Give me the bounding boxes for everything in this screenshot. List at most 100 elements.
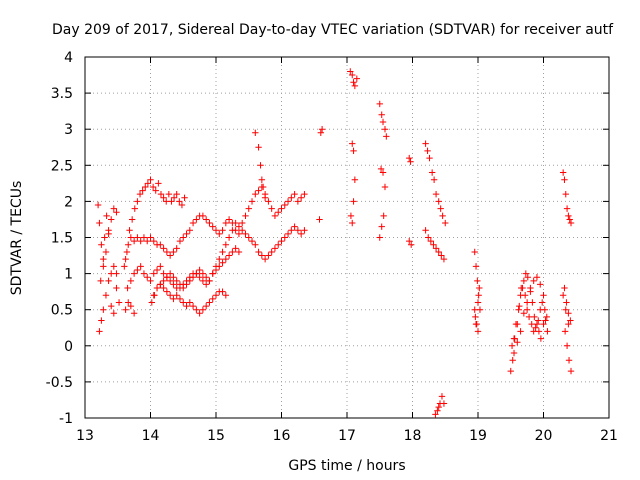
data-point xyxy=(563,299,570,306)
data-point xyxy=(196,274,203,281)
data-point xyxy=(160,277,167,285)
data-point xyxy=(202,216,210,223)
data-point xyxy=(216,255,223,263)
data-point xyxy=(134,198,141,205)
data-point xyxy=(98,241,105,248)
data-point xyxy=(516,302,523,310)
data-point xyxy=(350,198,357,205)
y-tick-label: 3 xyxy=(64,122,73,138)
data-point xyxy=(130,270,138,277)
data-point xyxy=(245,205,252,212)
data-point xyxy=(472,263,480,270)
data-point xyxy=(255,248,262,256)
y-axis-label: SDTVAR / TECUs xyxy=(9,181,25,296)
data-point xyxy=(239,227,246,234)
data-point xyxy=(127,277,135,285)
data-point xyxy=(212,227,220,234)
data-point xyxy=(147,234,154,241)
data-point xyxy=(439,212,446,220)
data-point xyxy=(566,216,573,223)
data-point xyxy=(252,241,259,248)
data-point xyxy=(170,194,178,201)
data-point xyxy=(136,190,144,198)
data-point xyxy=(170,248,177,256)
data-point xyxy=(219,227,226,234)
data-point xyxy=(163,274,171,281)
data-point xyxy=(113,270,120,277)
data-point xyxy=(209,223,216,230)
data-point xyxy=(102,248,110,256)
x-tick-label: 14 xyxy=(142,428,160,444)
data-point xyxy=(265,198,272,205)
data-point xyxy=(96,328,103,335)
data-point xyxy=(108,302,115,310)
data-point xyxy=(294,227,302,234)
data-point xyxy=(565,320,572,328)
data-point xyxy=(268,248,275,256)
data-point xyxy=(180,234,187,241)
data-point xyxy=(281,234,288,241)
data-point xyxy=(206,299,213,306)
data-point xyxy=(148,299,156,306)
data-point xyxy=(379,118,387,126)
data-point xyxy=(229,248,236,256)
data-point xyxy=(378,111,385,118)
data-point xyxy=(521,292,529,299)
data-point xyxy=(434,407,441,414)
data-point xyxy=(424,147,431,155)
data-point xyxy=(347,68,354,75)
data-point xyxy=(144,180,152,187)
x-tick-label: 18 xyxy=(404,428,422,444)
data-point xyxy=(523,306,531,313)
data-point xyxy=(245,234,252,241)
data-point xyxy=(532,324,539,331)
x-tick-label: 21 xyxy=(600,428,618,444)
data-point xyxy=(528,320,535,328)
data-point xyxy=(157,190,165,198)
data-point xyxy=(140,234,148,241)
data-point xyxy=(271,245,279,252)
data-point xyxy=(406,237,413,245)
data-point xyxy=(140,270,148,277)
data-point xyxy=(378,223,385,230)
data-point xyxy=(173,277,180,285)
data-point xyxy=(199,306,207,313)
data-point xyxy=(265,252,272,259)
tick-layer: 13 14 15 16 17 18 19 20 21 -1 -0.5 0 0.5 1 1.5 2 2.5 3 3.5… xyxy=(46,50,618,444)
data-point xyxy=(144,274,151,281)
data-point xyxy=(261,255,269,263)
data-point xyxy=(297,230,305,238)
data-point xyxy=(222,241,230,248)
data-point xyxy=(376,100,383,108)
data-point xyxy=(157,241,164,248)
data-point xyxy=(183,230,190,238)
data-point xyxy=(153,284,161,292)
data-point xyxy=(510,349,518,357)
data-point xyxy=(216,263,223,270)
data-point xyxy=(163,288,171,295)
data-point xyxy=(242,230,249,238)
x-tick-label: 16 xyxy=(273,428,291,444)
data-point xyxy=(512,320,520,328)
data-point xyxy=(180,299,187,306)
data-point xyxy=(165,190,173,198)
data-point xyxy=(258,252,266,259)
data-point xyxy=(563,342,571,349)
data-point xyxy=(248,198,256,205)
data-point xyxy=(565,310,572,317)
data-point xyxy=(432,190,440,198)
x-tick-label: 19 xyxy=(469,428,487,444)
data-point xyxy=(437,205,444,212)
data-point xyxy=(376,234,383,241)
data-point xyxy=(472,313,479,321)
data-point xyxy=(150,270,157,277)
data-point xyxy=(540,320,547,328)
data-point xyxy=(232,245,239,252)
data-point xyxy=(222,292,230,299)
data-point xyxy=(508,342,516,349)
data-point xyxy=(157,263,164,270)
data-point xyxy=(537,281,544,288)
data-point xyxy=(565,357,573,364)
data-point xyxy=(97,277,104,285)
data-point xyxy=(142,183,149,191)
